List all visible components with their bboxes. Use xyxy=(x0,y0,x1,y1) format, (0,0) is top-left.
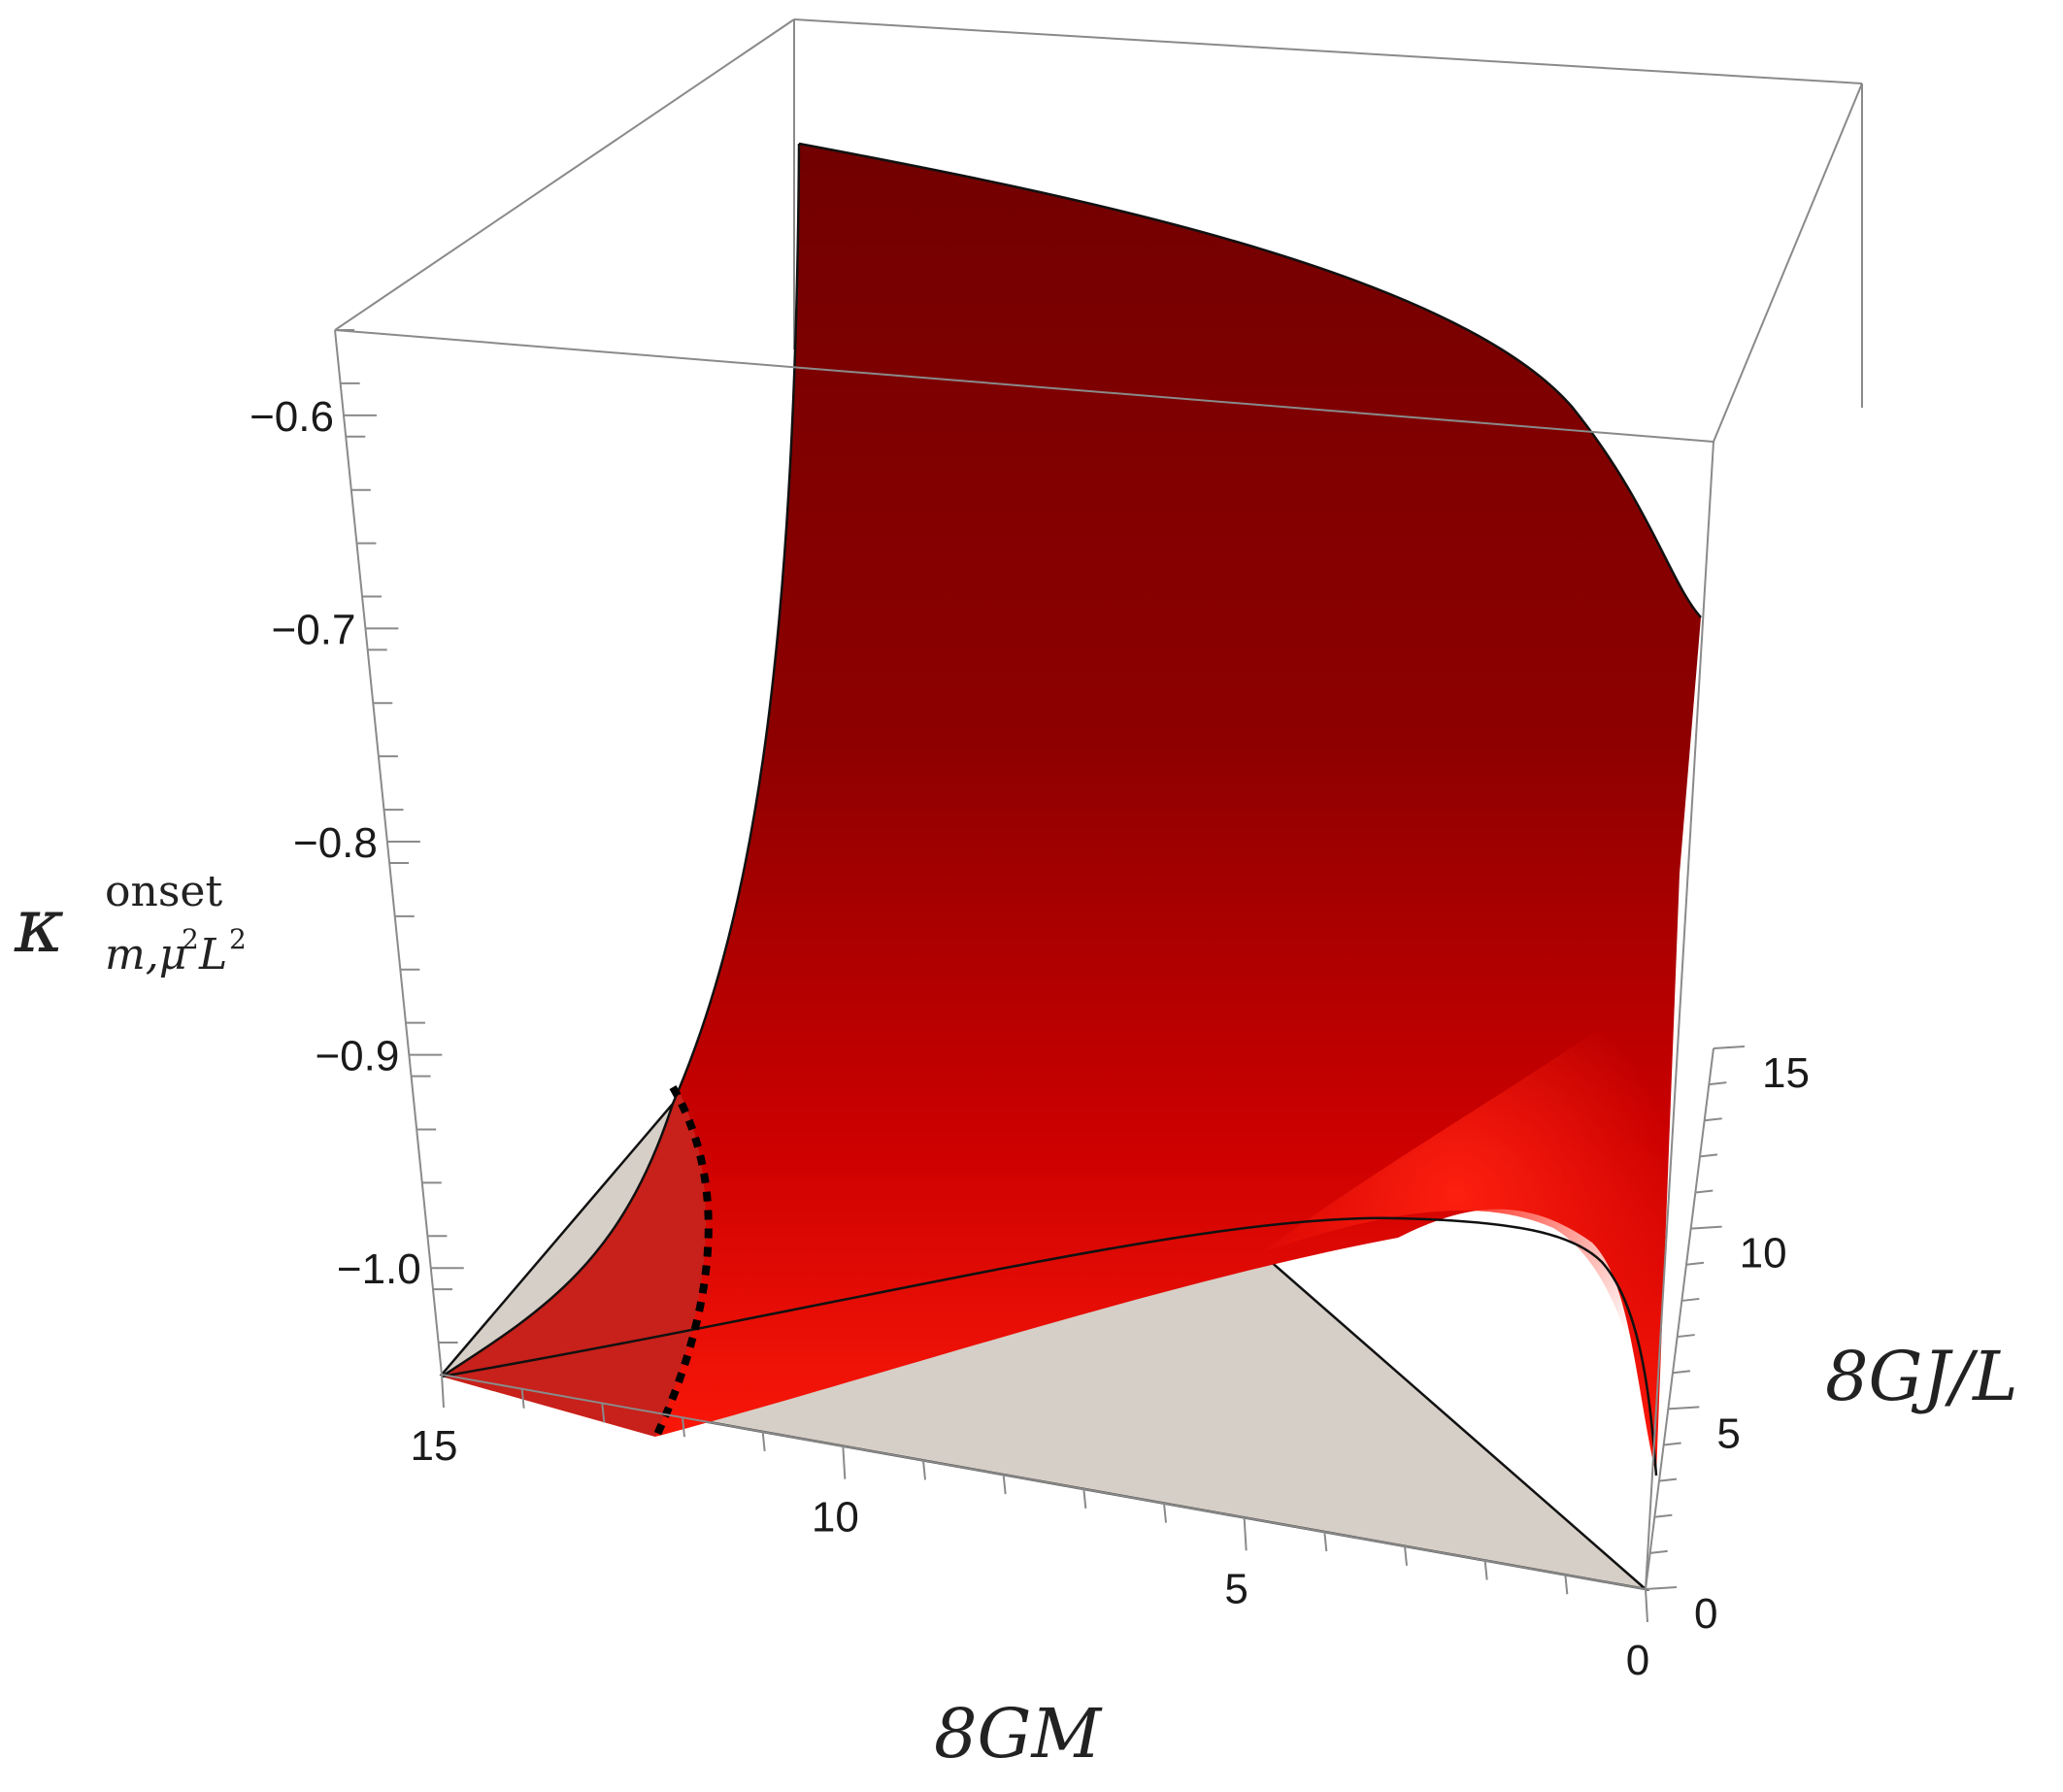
x-axis-title: 8GM xyxy=(934,1694,1103,1774)
z-axis-title-subscript-exp2: 2 xyxy=(229,923,247,955)
x-major-tick xyxy=(1243,1517,1248,1551)
x-minor-tick xyxy=(520,1388,525,1409)
y-major-tick xyxy=(1690,1225,1722,1230)
z-tick-label: −0.9 xyxy=(315,1033,399,1080)
x-major-tick xyxy=(842,1445,847,1479)
y-tick-label: 0 xyxy=(1694,1590,1717,1638)
x-minor-tick xyxy=(922,1460,926,1480)
x-minor-tick xyxy=(1323,1531,1328,1552)
y-major-tick xyxy=(1645,1586,1678,1590)
z-axis-title-symbol: κ xyxy=(14,882,64,970)
z-tick-label: −1.0 xyxy=(337,1245,421,1293)
y-minor-tick xyxy=(1658,1477,1678,1482)
y-minor-tick xyxy=(1654,1513,1673,1518)
y-axis-ticks: 0 5 10 15 xyxy=(1645,1045,1810,1638)
y-minor-tick xyxy=(1681,1297,1700,1302)
surface-left-edge xyxy=(441,143,801,1378)
bounding-box-front xyxy=(334,329,1714,1590)
y-tick-label: 15 xyxy=(1762,1049,1810,1097)
y-minor-tick xyxy=(1649,1549,1668,1554)
x-minor-tick xyxy=(1082,1488,1087,1509)
y-minor-tick xyxy=(1699,1153,1718,1158)
y-major-tick xyxy=(1668,1406,1700,1410)
surface-front-edge xyxy=(441,1216,1658,1477)
z-tick-label: −0.7 xyxy=(272,606,356,653)
z-tick-label: −0.8 xyxy=(293,819,378,867)
z-axis-ticks: −0.6 −0.7 −0.8 −0.9 −1.0 xyxy=(250,329,464,1344)
x-minor-tick xyxy=(761,1431,766,1452)
x-minor-tick xyxy=(1163,1503,1167,1523)
z-axis-title-subscript-var: m,μ xyxy=(105,930,186,979)
x-minor-tick xyxy=(601,1403,606,1423)
z-axis-title-subscript-exp1: 2 xyxy=(182,923,199,955)
onset-surface xyxy=(442,144,1701,1476)
y-tick-label: 5 xyxy=(1716,1410,1740,1457)
z-axis-title: κ onset m,μ 2 L 2 xyxy=(14,867,247,979)
x-major-tick xyxy=(1645,1588,1648,1623)
surface-under-plane xyxy=(442,1092,707,1437)
x-minor-tick xyxy=(1002,1475,1007,1495)
x-major-tick xyxy=(441,1374,445,1409)
y-minor-tick xyxy=(1677,1334,1695,1339)
x-axis-ticks: 0 5 10 15 xyxy=(411,1374,1649,1684)
y-minor-tick xyxy=(1672,1370,1691,1375)
dotted-boundary-curve xyxy=(651,1084,713,1441)
x-tick-label: 5 xyxy=(1224,1565,1248,1612)
z-axis-title-superscript: onset xyxy=(105,867,222,916)
x-minor-tick xyxy=(1564,1575,1569,1595)
surface-back-edge xyxy=(798,142,1702,618)
y-minor-tick xyxy=(1704,1117,1722,1122)
bounding-box-back xyxy=(334,18,1863,443)
x-tick-label: 0 xyxy=(1626,1637,1649,1684)
y-minor-tick xyxy=(1663,1442,1681,1446)
surface-glow xyxy=(1262,971,1680,1476)
z-axis-title-subscript-L: L xyxy=(198,930,227,979)
x-minor-tick xyxy=(682,1417,685,1438)
y-major-tick xyxy=(1713,1045,1746,1049)
x-minor-tick xyxy=(1404,1545,1408,1566)
y-minor-tick xyxy=(1695,1189,1714,1194)
y-minor-tick xyxy=(1685,1261,1705,1266)
x-tick-label: 15 xyxy=(411,1422,458,1470)
x-tick-label: 10 xyxy=(812,1494,859,1542)
y-axis-title: 8GJ/L xyxy=(1825,1337,2018,1416)
y-minor-tick xyxy=(1709,1081,1727,1086)
y-tick-label: 10 xyxy=(1740,1230,1787,1278)
x-minor-tick xyxy=(1483,1560,1488,1580)
z-tick-label: −0.6 xyxy=(250,393,334,441)
